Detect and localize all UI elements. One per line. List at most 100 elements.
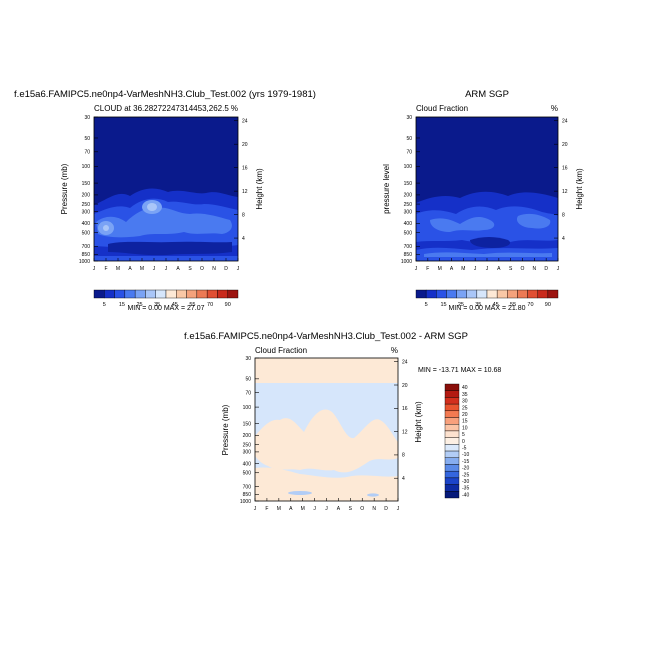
height-tick-label: 4 [562, 236, 565, 242]
colorbar-swatch [486, 289, 498, 299]
diff-colorbar-label: -30 [462, 479, 469, 485]
month-tick-label: A [128, 266, 132, 272]
month-tick-label: J [415, 266, 418, 272]
month-tick-label: M [438, 266, 442, 272]
month-tick-label: S [509, 266, 513, 272]
obs-contour-surface-25 [424, 252, 552, 257]
pressure-tick-label: 50 [406, 136, 412, 142]
diff-colorbar-swatch [444, 417, 460, 425]
colorbar-swatch [415, 289, 427, 299]
pressure-tick-label: 30 [245, 356, 251, 362]
diff-colorbar-swatch [444, 457, 460, 465]
obs-y2-axis-label: Height (km) [575, 168, 584, 210]
colorbar-swatch [186, 289, 198, 299]
diff-contour-field [254, 357, 399, 502]
diff-colorbar-label: -35 [462, 486, 469, 492]
height-tick-label: 16 [402, 406, 408, 412]
model-panel-title: f.e15a6.FAMIPC5.ne0np4-VarMeshNH3.Club_T… [14, 89, 316, 100]
colorbar-swatch [517, 289, 528, 299]
diff-colorbar-label: -15 [462, 459, 469, 465]
month-tick-label: A [337, 506, 341, 512]
colorbar-label: 35 [475, 302, 481, 308]
pressure-tick-label: 500 [82, 230, 91, 236]
pressure-tick-label: 250 [82, 202, 91, 208]
height-tick-label: 16 [562, 165, 568, 171]
colorbar-label: 70 [207, 302, 213, 308]
pressure-tick-label: 850 [243, 492, 252, 498]
pressure-tick-label: 70 [84, 150, 90, 156]
pressure-tick-label: 100 [82, 164, 91, 170]
colorbar-swatch [176, 289, 187, 299]
colorbar-swatch [425, 289, 437, 299]
pressure-tick-label: 700 [82, 244, 91, 250]
colorbar-label: 90 [225, 302, 231, 308]
pressure-tick-label: 70 [245, 390, 251, 396]
diff-colorbar-swatch [444, 383, 460, 391]
month-tick-label: S [349, 506, 353, 512]
colorbar-swatch [114, 289, 126, 299]
month-tick-label: J [153, 266, 156, 272]
diff-height-axis: 24 20 16 12 8 4 [394, 360, 408, 482]
month-tick-label: A [497, 266, 501, 272]
colorbar-label: 55 [510, 302, 516, 308]
month-tick-label: M [277, 506, 281, 512]
colorbar-label: 25 [458, 302, 464, 308]
pressure-tick-label: 200 [82, 193, 91, 199]
model-contour-25 [96, 207, 232, 238]
colorbar-swatch [476, 289, 488, 299]
obs-contour-field [415, 116, 559, 262]
colorbar-swatch [537, 289, 549, 299]
height-tick-label: 24 [562, 119, 568, 125]
height-tick-label: 8 [242, 212, 245, 218]
colorbar-label: 70 [527, 302, 533, 308]
diff-colorbar-label: -20 [462, 466, 469, 472]
diff-contour-neg-a [288, 491, 312, 495]
pressure-tick-label: 1000 [240, 499, 251, 505]
colorbar-label: 45 [172, 302, 178, 308]
obs-panel-title: ARM SGP [465, 89, 509, 100]
month-tick-label: F [265, 506, 268, 512]
diff-colorbar-label: 35 [462, 392, 468, 398]
colorbar-swatch [507, 289, 518, 299]
month-tick-label: N [212, 266, 216, 272]
diff-colorbar-swatch [444, 491, 460, 499]
diff-colorbar-swatch [444, 424, 460, 432]
colorbar-swatch [227, 289, 239, 299]
month-tick-label: F [104, 266, 107, 272]
pressure-tick-label: 50 [245, 377, 251, 383]
pressure-tick-label: 200 [243, 433, 252, 439]
diff-colorbar-label: 40 [462, 385, 468, 391]
month-tick-label: N [372, 506, 376, 512]
month-tick-label: D [544, 266, 548, 272]
model-minmax: MIN = 0.00 MAX = 27.07 [127, 305, 204, 312]
model-contour-lowlevel [108, 241, 232, 256]
diff-colorbar-label: 25 [462, 405, 468, 411]
diff-panel-title: f.e15a6.FAMIPC5.ne0np4-VarMeshNH3.Club_T… [184, 331, 468, 342]
model-contour-field [93, 116, 239, 262]
diff-colorbar-label: -40 [462, 492, 469, 498]
pressure-tick-label: 100 [243, 405, 252, 411]
height-tick-label: 4 [402, 476, 405, 482]
height-tick-label: 4 [242, 236, 245, 242]
height-tick-label: 20 [402, 383, 408, 389]
diff-colorbar-swatch [444, 410, 460, 418]
pressure-tick-label: 150 [404, 181, 413, 187]
diff-contour-mid-positive [255, 409, 398, 473]
diff-colorbar-swatch [444, 444, 460, 452]
height-tick-label: 24 [242, 119, 248, 125]
diff-colorbar-swatch [444, 430, 460, 438]
diff-colorbar-swatch [444, 390, 460, 398]
pressure-tick-label: 400 [243, 461, 252, 467]
obs-contour-25-a [430, 217, 495, 232]
model-y-axis-label: Pressure (mb) [60, 163, 69, 214]
diff-colorbar-swatch [444, 484, 460, 492]
month-tick-label: D [224, 266, 228, 272]
height-tick-label: 12 [562, 189, 568, 195]
pressure-tick-label: 150 [82, 181, 91, 187]
model-contour-45-b [103, 225, 109, 231]
